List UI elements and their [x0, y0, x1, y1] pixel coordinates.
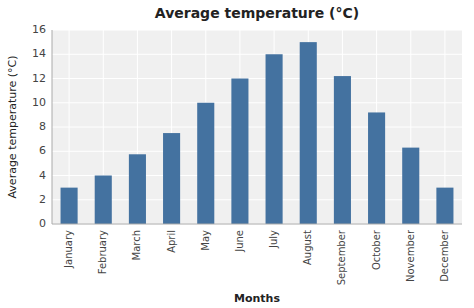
bar	[300, 42, 317, 224]
bar	[334, 76, 351, 224]
x-axis-label: Months	[234, 292, 280, 305]
y-grid-line	[52, 127, 462, 128]
bar	[266, 54, 283, 224]
y-tick-label: 10	[32, 96, 46, 109]
chart-title: Average temperature (°C)	[155, 5, 359, 21]
bar	[61, 188, 78, 224]
y-tick-label: 14	[32, 47, 46, 60]
x-tick-label: June	[234, 230, 245, 253]
x-tick-label: August	[302, 230, 313, 265]
plot-background	[52, 30, 462, 224]
x-tick-label: May	[200, 230, 211, 251]
bar	[231, 79, 248, 225]
x-tick-label: September	[336, 229, 347, 285]
y-grid-line	[52, 78, 462, 79]
y-grid-line	[52, 30, 462, 31]
y-grid-line	[52, 151, 462, 152]
x-tick-label: January	[63, 230, 74, 269]
x-axis-line	[52, 224, 462, 225]
bar	[163, 133, 180, 224]
x-tick-label: February	[97, 230, 108, 274]
x-tick-label: March	[131, 230, 142, 260]
x-tick-label: December	[439, 229, 450, 282]
y-tick-label: 12	[32, 72, 46, 85]
chart-svg: 0 2 4 6 8 10 12 14 16 January February March April Ma…	[0, 0, 474, 308]
y-grid-line	[52, 199, 462, 200]
y-tick-label: 8	[39, 120, 46, 133]
bar	[436, 188, 453, 224]
bars	[61, 42, 454, 224]
y-axis-line	[52, 30, 53, 224]
chart-container: 0 2 4 6 8 10 12 14 16 January February March April Ma…	[0, 0, 474, 308]
y-grid-line	[52, 54, 462, 55]
bar	[129, 154, 146, 224]
y-tick-label: 16	[32, 23, 46, 36]
bar	[368, 112, 385, 224]
x-tick-label: July	[268, 230, 279, 249]
y-tick-label: 2	[39, 193, 46, 206]
x-tick-label: November	[405, 229, 416, 282]
bar	[402, 148, 419, 224]
y-tick-label: 6	[39, 144, 46, 157]
x-tick-label: April	[166, 230, 177, 253]
y-tick-label: 0	[39, 217, 46, 230]
y-grid-line	[52, 224, 462, 225]
y-tick-label: 4	[39, 169, 46, 182]
page: {"chart_data": {"type": "bar", "title": …	[0, 0, 474, 308]
bar	[197, 103, 214, 224]
y-grid-line	[52, 102, 462, 103]
bar	[95, 176, 112, 225]
y-axis-label: Average temperature (°C)	[6, 55, 19, 198]
x-tick-label: October	[371, 229, 382, 270]
y-grid-line	[52, 175, 462, 176]
